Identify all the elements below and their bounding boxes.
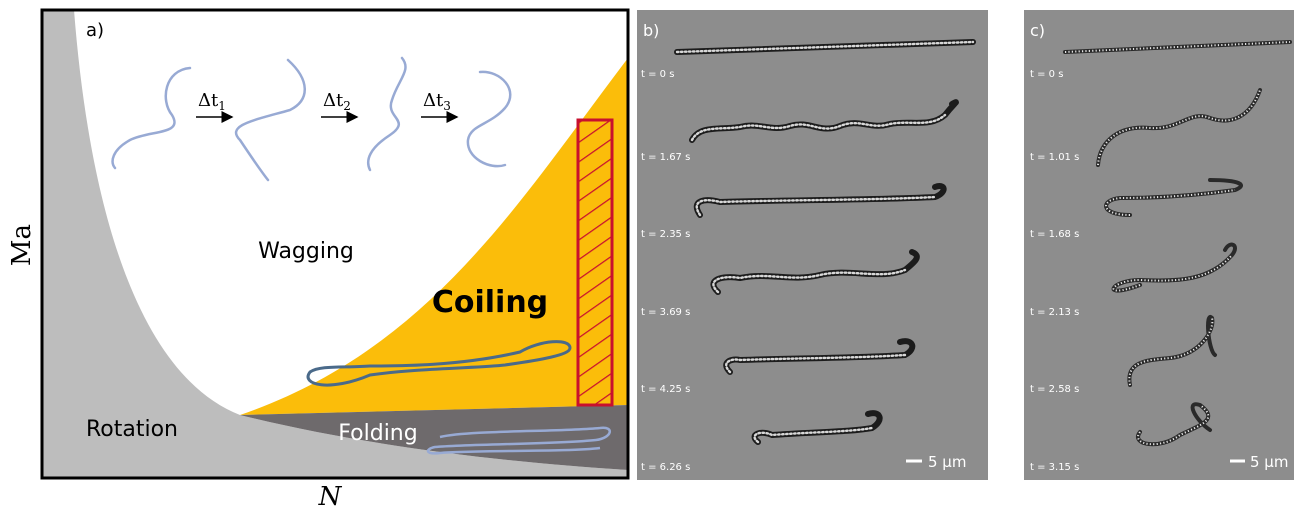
- panel-label: b): [643, 21, 659, 40]
- time-step-subscript: 1: [218, 99, 226, 113]
- frame-time: t = 0 s: [1030, 69, 1063, 80]
- frame-time: t = 1.01 s: [1030, 152, 1079, 163]
- frame-time: t = 3.69 s: [641, 307, 690, 318]
- y-axis-label: Ma: [7, 224, 37, 266]
- panel-label: a): [86, 20, 104, 41]
- frame-time: t = 4.25 s: [641, 384, 690, 395]
- frame-time: t = 6.26 s: [641, 462, 690, 473]
- frame-time: t = 2.58 s: [1030, 384, 1079, 395]
- region-label: Folding: [338, 421, 417, 446]
- frame-time: t = 1.68 s: [1030, 229, 1079, 240]
- frame-time: t = 3.15 s: [1030, 462, 1079, 473]
- region-label: Wagging: [258, 239, 354, 264]
- time-step-symbol: Δt: [423, 90, 444, 111]
- scale-bar-label: 5 µm: [1250, 453, 1288, 471]
- panel-c: c) t = 0 s t = 1.01 s t = 1.68 s t = 2.13 s…: [1024, 10, 1294, 480]
- scale-bar-label: 5 µm: [928, 453, 966, 471]
- region-label: Rotation: [86, 417, 178, 442]
- time-step-subscript: 2: [343, 99, 351, 113]
- panel-a: Δt1 Δt2 Δt3 Wagging Coiling Rotation Fol…: [7, 10, 628, 512]
- page: Δt1 Δt2 Δt3 Wagging Coiling Rotation Fol…: [0, 0, 1294, 512]
- frame-time: t = 1.67 s: [641, 152, 690, 163]
- frame-time: t = 2.13 s: [1030, 307, 1079, 318]
- hatched-range: [578, 120, 612, 405]
- panel-b: b) t = 0 s t = 1.67 s t = 2.35 s t = 3.69 s…: [637, 10, 988, 480]
- region-label: Coiling: [432, 285, 548, 320]
- micrograph: [1024, 10, 1294, 480]
- time-step-symbol: Δt: [323, 90, 344, 111]
- time-step-subscript: 3: [443, 99, 451, 113]
- frame-time: t = 0 s: [641, 69, 674, 80]
- figure: Δt1 Δt2 Δt3 Wagging Coiling Rotation Fol…: [0, 0, 1294, 512]
- panel-label: c): [1030, 21, 1045, 40]
- time-step-symbol: Δt: [198, 90, 219, 111]
- x-axis-label: N: [318, 482, 343, 512]
- micrograph: [637, 10, 988, 480]
- frame-time: t = 2.35 s: [641, 229, 690, 240]
